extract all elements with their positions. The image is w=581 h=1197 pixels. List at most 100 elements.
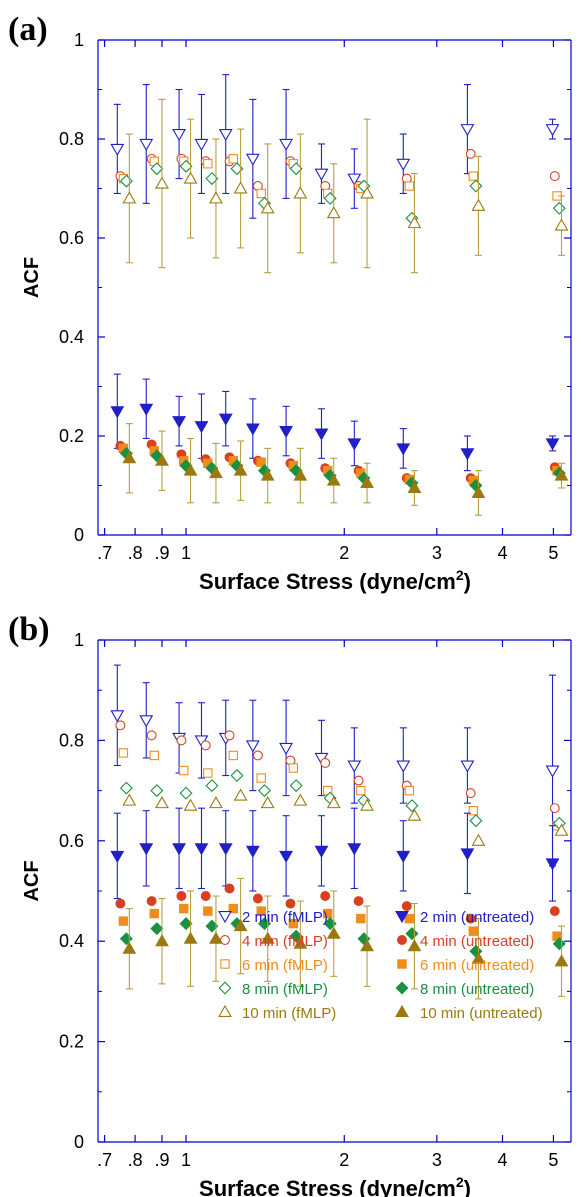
data-point xyxy=(203,768,213,778)
data-point xyxy=(279,426,294,439)
data-point xyxy=(549,906,560,917)
x-tick-label: 2 xyxy=(339,543,349,563)
legend-label: 2 min (untreated) xyxy=(420,909,534,926)
data-point xyxy=(279,850,294,863)
data-point xyxy=(554,954,569,967)
y-tick-label: 1 xyxy=(74,30,84,50)
data-point xyxy=(245,423,260,436)
data-point xyxy=(322,908,333,919)
data-point xyxy=(545,765,560,778)
data-series xyxy=(115,883,560,924)
legend-label: 10 min (untreated) xyxy=(420,1005,543,1022)
data-point xyxy=(347,843,362,856)
data-point xyxy=(183,931,198,944)
legend-marker xyxy=(220,935,230,945)
x-axis-label-main: Surface Stress (dyne/cm xyxy=(199,1176,456,1197)
data-point xyxy=(549,171,560,182)
data-point xyxy=(396,850,411,863)
data-point xyxy=(347,760,362,773)
data-point xyxy=(293,186,308,199)
x-axis-label-close: ) xyxy=(464,569,471,594)
data-point xyxy=(285,898,296,909)
x-tick-label: .9 xyxy=(154,1150,169,1170)
x-axis-label-close: ) xyxy=(464,1176,471,1197)
data-point xyxy=(407,216,422,229)
y-tick-label: 0.4 xyxy=(59,327,84,347)
data-point xyxy=(155,453,169,466)
y-tick-label: 0.2 xyxy=(59,426,84,446)
data-point xyxy=(353,896,364,907)
data-point xyxy=(194,138,209,152)
data-point xyxy=(465,788,476,799)
data-point xyxy=(407,808,422,821)
data-point xyxy=(356,913,366,924)
y-tick-label: 0.6 xyxy=(59,228,84,248)
data-point xyxy=(468,926,479,936)
data-point xyxy=(326,926,341,939)
data-point xyxy=(356,785,366,796)
data-point xyxy=(155,796,169,809)
data-point xyxy=(347,173,362,186)
x-tick-label: 5 xyxy=(548,543,558,563)
data-point xyxy=(200,740,211,751)
data-point xyxy=(245,740,260,753)
data-point xyxy=(110,406,125,419)
data-point xyxy=(405,927,419,941)
data-point xyxy=(172,416,187,429)
data-point xyxy=(396,760,411,773)
data-point xyxy=(172,843,187,856)
data-point xyxy=(326,206,341,219)
data-series xyxy=(122,788,569,846)
data-point xyxy=(122,941,137,954)
data-point xyxy=(122,793,137,806)
data-point xyxy=(118,916,129,926)
data-point xyxy=(203,159,213,169)
data-point xyxy=(139,843,154,856)
data-series xyxy=(119,769,566,830)
x-tick-label: 4 xyxy=(497,543,507,563)
data-point xyxy=(347,438,362,451)
data-point xyxy=(179,903,189,914)
data-point xyxy=(119,932,133,946)
data-point xyxy=(194,843,209,856)
data-point xyxy=(549,803,560,814)
y-tick-label: 0 xyxy=(74,525,84,545)
data-point xyxy=(256,188,266,199)
data-point xyxy=(293,468,308,481)
x-tick-label: 2 xyxy=(339,1150,349,1170)
x-tick-label: .9 xyxy=(154,543,169,563)
data-point xyxy=(471,833,486,846)
data-point xyxy=(404,913,415,924)
data-point xyxy=(401,901,412,912)
legend-label: 8 min (untreated) xyxy=(420,981,534,998)
data-point xyxy=(404,181,415,191)
data-point xyxy=(545,858,560,871)
data-point xyxy=(194,421,209,434)
data-point xyxy=(228,903,239,914)
legend-label: 4 min (fMLP) xyxy=(242,933,328,950)
data-series xyxy=(118,903,562,941)
data-point xyxy=(326,796,341,809)
legend-marker xyxy=(220,959,230,969)
data-point xyxy=(314,168,329,181)
data-point xyxy=(118,748,129,758)
y-axis-label: ACF xyxy=(21,860,43,901)
data-point xyxy=(218,413,233,426)
data-point xyxy=(209,191,223,204)
data-point xyxy=(469,179,483,193)
data-series xyxy=(122,423,569,516)
y-tick-label: 0 xyxy=(74,1132,84,1152)
legend-marker xyxy=(397,959,407,969)
data-series xyxy=(110,664,560,867)
data-point xyxy=(233,788,248,801)
data-point xyxy=(289,779,303,793)
data-point xyxy=(256,906,266,916)
data-point xyxy=(228,750,239,761)
legend: 2 min (fMLP) 4 min (fMLP) 6 min (fMLP) 8 mi… xyxy=(218,909,543,1022)
data-point xyxy=(257,784,271,798)
data-point xyxy=(288,918,299,929)
data-point xyxy=(353,775,364,786)
data-point xyxy=(468,805,479,816)
